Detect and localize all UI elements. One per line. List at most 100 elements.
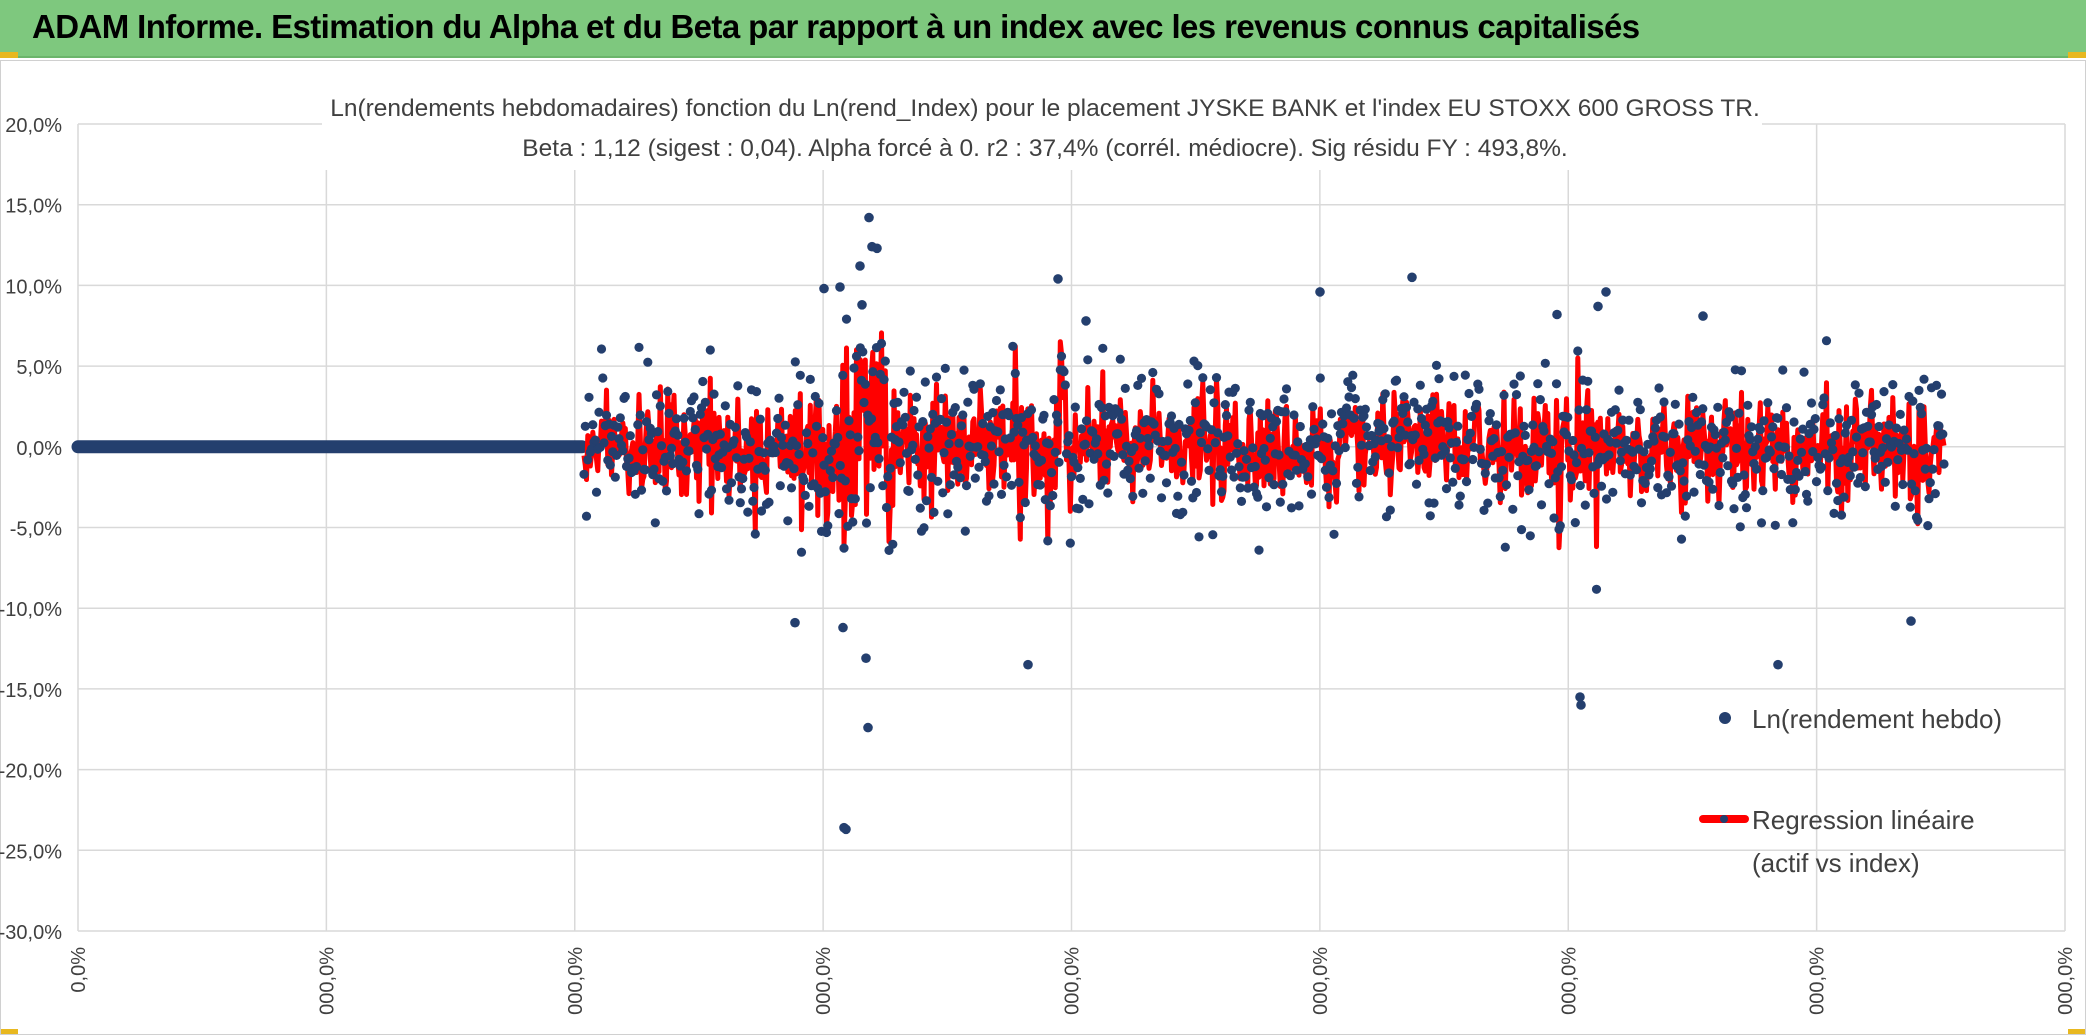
scatter-point — [1720, 435, 1730, 445]
scatter-point — [773, 413, 783, 424]
scatter-point — [1163, 436, 1173, 446]
scatter-point — [989, 479, 999, 489]
scatter-point — [1845, 471, 1855, 481]
scatter-point — [1624, 415, 1634, 425]
scatter-point — [1431, 360, 1442, 370]
scatter-point — [793, 400, 803, 410]
scatter-point — [624, 453, 634, 463]
scatter-point — [694, 509, 704, 519]
scatter-point — [1116, 414, 1127, 424]
scatter-point-outlier — [1053, 274, 1063, 284]
scatter-point — [733, 381, 743, 391]
scatter-point — [1500, 542, 1510, 552]
scatter-point — [974, 462, 984, 472]
scatter-point — [1274, 450, 1284, 460]
scatter-point — [1030, 441, 1040, 451]
scatter-point — [1879, 387, 1889, 397]
scatter-point — [1524, 485, 1534, 495]
scatter-point — [984, 491, 994, 501]
scatter-point — [1936, 389, 1947, 399]
scatter-point — [1064, 431, 1074, 441]
scatter-point — [1675, 466, 1685, 476]
scatter-point — [1699, 460, 1709, 470]
scatter-point — [1471, 399, 1482, 409]
scatter-point — [1423, 427, 1433, 437]
scatter-point — [1026, 405, 1037, 415]
scatter-point — [1816, 462, 1827, 472]
scatter-point — [818, 433, 828, 443]
scatter-point — [1855, 472, 1865, 483]
scatter-point — [598, 373, 608, 383]
scatter-point — [824, 455, 834, 465]
scatter-point — [1540, 358, 1550, 368]
scatter-point — [1504, 452, 1514, 462]
scatter-point — [643, 357, 653, 367]
scatter-point — [1460, 370, 1470, 380]
scatter-point — [1938, 429, 1948, 439]
scatter-point — [680, 437, 690, 447]
scatter-point — [638, 445, 648, 455]
scatter-point — [1731, 443, 1742, 453]
scatter-point — [1710, 430, 1720, 440]
scatter-point — [778, 440, 788, 450]
scatter-point — [1144, 441, 1154, 451]
scatter-point-outlier — [864, 212, 874, 223]
x-tick-label: 000,0% — [813, 947, 835, 1015]
scatter-series — [579, 212, 1949, 835]
scatter-point — [1666, 481, 1677, 491]
scatter-point — [804, 501, 814, 511]
scatter-point — [1660, 432, 1670, 442]
scatter-point — [919, 523, 929, 533]
scatter-point — [1261, 502, 1272, 512]
corner-marker-bottom-left — [0, 1029, 18, 1035]
scatter-point — [1539, 426, 1549, 436]
scatter-point — [1778, 365, 1788, 375]
scatter-point-outlier — [790, 617, 800, 628]
scatter-point — [1081, 416, 1092, 426]
scatter-point — [1149, 419, 1159, 429]
scatter-point — [1356, 440, 1367, 450]
scatter-point — [1051, 410, 1062, 420]
scatter-point — [730, 422, 740, 432]
scatter-point — [1713, 402, 1723, 412]
scatter-point — [1566, 475, 1577, 485]
scatter-point — [879, 375, 889, 385]
scatter-point — [868, 367, 878, 377]
scatter-point — [1601, 494, 1612, 504]
scatter-point — [1669, 429, 1679, 439]
scatter-point — [1449, 371, 1459, 381]
scatter-point — [1286, 503, 1297, 513]
scatter-point-outlier — [1315, 287, 1325, 297]
y-tick-label: 15,0% — [5, 196, 62, 218]
scatter-point — [1088, 427, 1098, 437]
scatter-point — [615, 413, 625, 423]
scatter-point — [1695, 469, 1705, 480]
scatter-point — [1044, 439, 1054, 449]
scatter-point — [1234, 462, 1244, 472]
scatter-point — [1773, 413, 1783, 423]
scatter-point — [1678, 458, 1688, 468]
scatter-point — [1235, 483, 1245, 493]
scatter-point — [1909, 449, 1919, 459]
scatter-point — [1871, 399, 1882, 410]
scatter-point — [1913, 515, 1923, 525]
scatter-point — [980, 457, 990, 467]
scatter-point — [1240, 472, 1250, 482]
scatter-point — [1145, 473, 1155, 483]
scatter-point — [1383, 434, 1393, 444]
scatter-point — [1123, 465, 1133, 475]
scatter-point — [1925, 478, 1935, 488]
scatter-point — [1226, 465, 1237, 475]
scatter-point — [634, 342, 644, 352]
scatter-point — [1923, 521, 1933, 531]
scatter-point — [1796, 447, 1807, 457]
scatter-point — [1156, 493, 1167, 503]
scatter-point — [1360, 404, 1370, 414]
scatter-point — [1725, 412, 1735, 422]
scatter-point — [805, 374, 815, 384]
scatter-point — [1140, 456, 1150, 466]
scatter-point — [1414, 455, 1424, 465]
scatter-point — [1056, 351, 1067, 361]
scatter-point — [1825, 418, 1835, 428]
scatter-point — [1755, 425, 1765, 435]
